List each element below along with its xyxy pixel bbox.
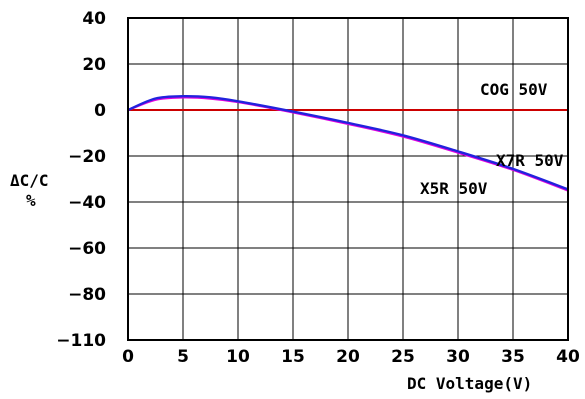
y-axis-label: ΔC/C xyxy=(10,171,49,190)
y-axis-unit: % xyxy=(26,191,36,210)
y-tick-label-1: −80 xyxy=(68,285,106,305)
x-tick-label-7: 35 xyxy=(501,347,525,367)
x-axis-label: DC Voltage(V) xyxy=(407,374,532,393)
chart-ticks: −110 −80 −60 −40 −20 0 20 40 0 5 10 15 20 25 30 35 40 xyxy=(56,9,580,367)
x-tick-label-0: 0 xyxy=(122,347,134,367)
x-tick-label-6: 30 xyxy=(446,347,470,367)
y-tick-label-4: −20 xyxy=(68,147,106,167)
x-tick-label-2: 10 xyxy=(226,347,250,367)
x-tick-label-5: 25 xyxy=(391,347,415,367)
x-tick-label-4: 20 xyxy=(336,347,360,367)
series-label-x7r: X7R 50V xyxy=(496,151,564,170)
y-tick-label-0: −110 xyxy=(56,331,106,351)
y-tick-label-6: 20 xyxy=(82,55,106,75)
series-label-x5r: X5R 50V xyxy=(420,179,488,198)
y-tick-label-5: 0 xyxy=(94,101,106,121)
y-tick-label-2: −60 xyxy=(68,239,106,259)
chart-frame xyxy=(127,17,569,341)
plot-border xyxy=(127,17,569,341)
series-line-x5r-50v xyxy=(127,94,569,191)
y-tick-label-7: 40 xyxy=(82,9,106,29)
chart-grid xyxy=(127,17,569,341)
x-tick-label-3: 15 xyxy=(281,347,305,367)
x-tick-label-8: 40 xyxy=(556,347,580,367)
chart-series xyxy=(127,94,569,192)
y-tick-label-3: −40 xyxy=(68,193,106,213)
series-label-cog: COG 50V xyxy=(480,80,548,99)
x-tick-label-1: 5 xyxy=(177,347,189,367)
